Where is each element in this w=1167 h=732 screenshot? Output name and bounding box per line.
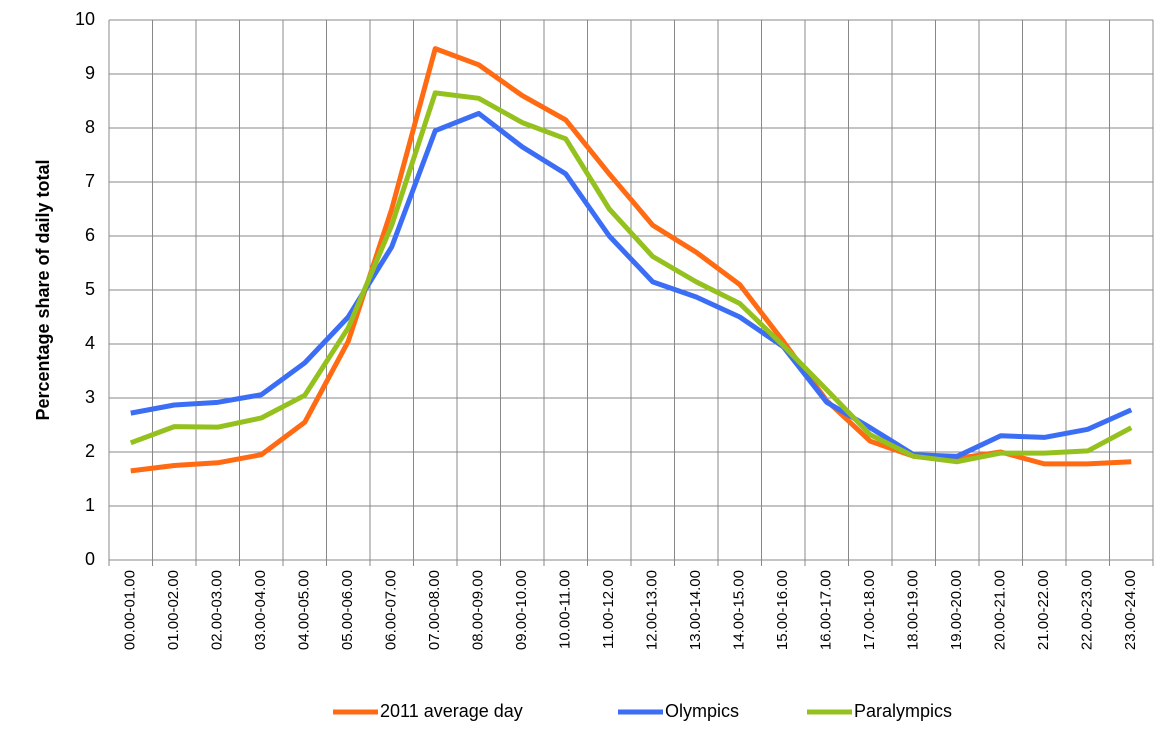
x-tick-label: 17.00-18.00 [861, 570, 878, 650]
x-tick-label: 07.00-08.00 [426, 570, 443, 650]
x-tick-label: 23.00-24.00 [1122, 570, 1139, 650]
x-tick-label: 12.00-13.00 [644, 570, 661, 650]
legend-label: Olympics [665, 701, 739, 721]
legend-label: Paralympics [854, 701, 952, 721]
y-tick-label: 3 [85, 387, 95, 407]
x-tick-label: 19.00-20.00 [948, 570, 965, 650]
y-axis-label: Percentage share of daily total [33, 159, 53, 420]
x-tick-label: 20.00-21.00 [992, 570, 1009, 650]
y-tick-label: 6 [85, 225, 95, 245]
x-tick-label: 03.00-04.00 [252, 570, 269, 650]
x-tick-label: 04.00-05.00 [296, 570, 313, 650]
y-tick-label: 7 [85, 171, 95, 191]
x-tick-label: 06.00-07.00 [383, 570, 400, 650]
x-tick-label: 08.00-09.00 [470, 570, 487, 650]
x-tick-label: 01.00-02.00 [165, 570, 182, 650]
x-tick-label: 18.00-19.00 [905, 570, 922, 650]
y-tick-label: 0 [85, 549, 95, 569]
y-tick-label: 5 [85, 279, 95, 299]
x-tick-label: 10.00-11.00 [557, 570, 574, 649]
x-tick-label: 05.00-06.00 [339, 570, 356, 650]
series-line [129, 90, 1133, 465]
series-line [130, 46, 1132, 474]
x-tick-label: 14.00-15.00 [731, 570, 748, 650]
y-tick-label: 2 [85, 441, 95, 461]
x-tick-label: 15.00-16.00 [774, 570, 791, 650]
x-tick-label: 16.00-17.00 [818, 570, 835, 650]
y-tick-label: 8 [85, 117, 95, 137]
x-tick-label: 09.00-10.00 [513, 570, 530, 650]
x-tick-label: 11.00-12.00 [600, 570, 617, 649]
y-tick-label: 1 [85, 495, 95, 515]
legend-label: 2011 average day [380, 701, 523, 721]
series-line [130, 110, 1133, 459]
x-tick-label: 00.00-01.00 [122, 570, 139, 650]
y-tick-label: 10 [75, 9, 95, 29]
x-tick-label: 21.00-22.00 [1035, 570, 1052, 650]
x-tick-label: 13.00-14.00 [687, 570, 704, 650]
y-tick-label: 4 [85, 333, 95, 353]
x-tick-label: 02.00-03.00 [209, 570, 226, 650]
y-tick-label: 9 [85, 63, 95, 83]
x-tick-label: 22.00-23.00 [1079, 570, 1096, 650]
